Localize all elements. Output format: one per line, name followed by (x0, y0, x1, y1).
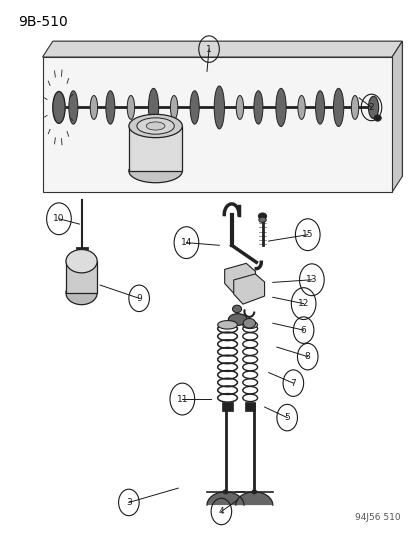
Text: 5: 5 (284, 413, 290, 422)
Ellipse shape (214, 86, 224, 129)
Text: 94J56 510: 94J56 510 (354, 513, 399, 522)
Ellipse shape (223, 490, 228, 494)
Text: 9: 9 (136, 294, 142, 303)
Text: 13: 13 (305, 275, 317, 284)
Ellipse shape (90, 95, 97, 119)
Ellipse shape (232, 305, 241, 313)
Ellipse shape (242, 318, 255, 328)
Ellipse shape (217, 320, 237, 329)
Text: 7: 7 (290, 378, 296, 387)
Ellipse shape (373, 115, 380, 121)
Text: 15: 15 (301, 230, 313, 239)
Ellipse shape (315, 91, 324, 124)
Text: 2: 2 (368, 103, 373, 112)
Ellipse shape (253, 91, 262, 124)
Text: 14: 14 (180, 238, 192, 247)
Text: 1: 1 (206, 45, 211, 54)
Ellipse shape (242, 321, 257, 328)
Ellipse shape (66, 249, 97, 273)
FancyBboxPatch shape (221, 402, 233, 411)
PathPatch shape (224, 263, 255, 294)
Ellipse shape (69, 91, 78, 124)
Ellipse shape (148, 88, 158, 126)
Ellipse shape (258, 213, 266, 219)
FancyBboxPatch shape (244, 402, 254, 411)
Polygon shape (53, 41, 401, 176)
Text: 8: 8 (304, 352, 310, 361)
Text: 4: 4 (218, 507, 224, 516)
Ellipse shape (137, 118, 174, 134)
Ellipse shape (368, 96, 378, 118)
Ellipse shape (190, 91, 199, 124)
Ellipse shape (128, 114, 182, 138)
Ellipse shape (66, 281, 97, 305)
Text: 6: 6 (300, 326, 306, 335)
Text: 9B-510: 9B-510 (18, 14, 67, 29)
Ellipse shape (251, 490, 256, 494)
Ellipse shape (127, 95, 134, 119)
Text: 3: 3 (126, 498, 131, 507)
Ellipse shape (236, 95, 243, 119)
PathPatch shape (233, 274, 264, 304)
Ellipse shape (351, 95, 358, 119)
FancyBboxPatch shape (43, 57, 391, 192)
Ellipse shape (170, 95, 177, 119)
Polygon shape (391, 41, 401, 192)
Ellipse shape (297, 95, 304, 119)
Ellipse shape (258, 217, 266, 222)
Ellipse shape (53, 92, 65, 123)
FancyBboxPatch shape (66, 261, 97, 293)
FancyBboxPatch shape (128, 126, 182, 171)
Ellipse shape (228, 314, 247, 325)
Ellipse shape (332, 88, 343, 126)
Ellipse shape (275, 88, 285, 126)
Text: 10: 10 (53, 214, 64, 223)
Ellipse shape (106, 91, 115, 124)
Polygon shape (43, 41, 401, 57)
Ellipse shape (128, 159, 182, 183)
Text: 11: 11 (176, 394, 188, 403)
Text: 12: 12 (297, 299, 309, 308)
Ellipse shape (146, 122, 164, 130)
